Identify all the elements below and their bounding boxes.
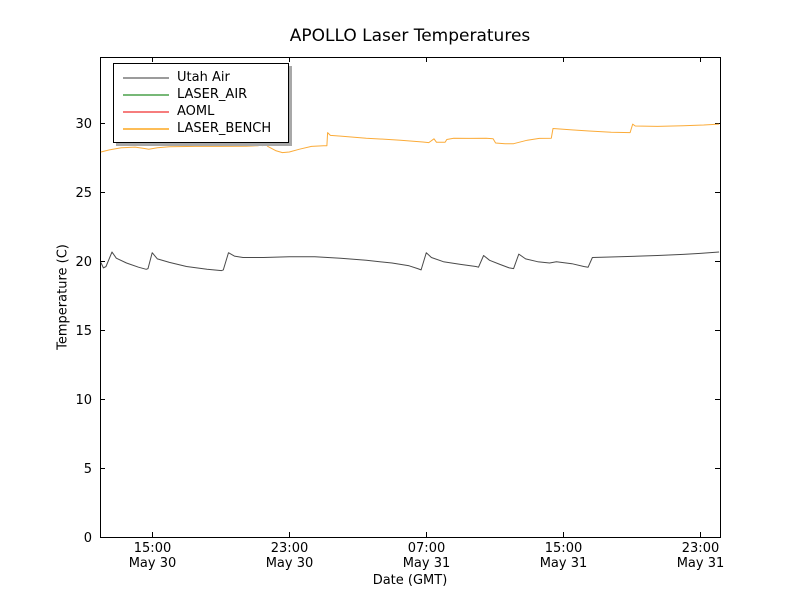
x-tick-label: 23:00 May 30 [266, 541, 314, 571]
y-tick-label: 20 [75, 255, 92, 270]
legend-line-sample [123, 127, 169, 130]
legend-label: LASER_AIR [177, 87, 248, 102]
legend-item-aoml: AOML [123, 103, 280, 120]
x-tick-label: 07:00 May 31 [403, 541, 451, 571]
legend-line-sample [123, 110, 169, 113]
legend-label: LASER_BENCH [177, 121, 272, 136]
x-tick-label: 23:00 May 31 [677, 541, 725, 571]
x-axis-label: Date (GMT) [372, 573, 448, 588]
y-tick-label: 25 [75, 186, 92, 201]
legend-label: AOML [177, 104, 215, 119]
legend-line-sample [123, 76, 169, 79]
y-tick-label: 15 [75, 324, 92, 339]
y-axis-label: Temperature (C) [55, 244, 71, 350]
x-tick-label: 15:00 May 31 [540, 541, 588, 571]
y-tick-label: 0 [84, 531, 92, 546]
axes-frame [100, 57, 721, 538]
legend-item-utah-air: Utah Air [123, 69, 280, 86]
y-tick-label: 30 [75, 117, 92, 132]
series-line-utah-air [100, 251, 720, 272]
legend: Utah Air LASER_AIR AOML LASER_BENCH [113, 63, 289, 143]
legend-item-laser-air: LASER_AIR [123, 86, 280, 103]
series-line-laser-bench [100, 123, 720, 154]
legend-label: Utah Air [177, 70, 230, 85]
legend-item-laser-bench: LASER_BENCH [123, 120, 280, 137]
chart-title: APOLLO Laser Temperatures [289, 26, 531, 46]
y-tick-label: 10 [75, 393, 92, 408]
y-tick-label: 5 [84, 462, 92, 477]
legend-line-sample [123, 93, 169, 96]
x-tick-label: 15:00 May 30 [129, 541, 177, 571]
